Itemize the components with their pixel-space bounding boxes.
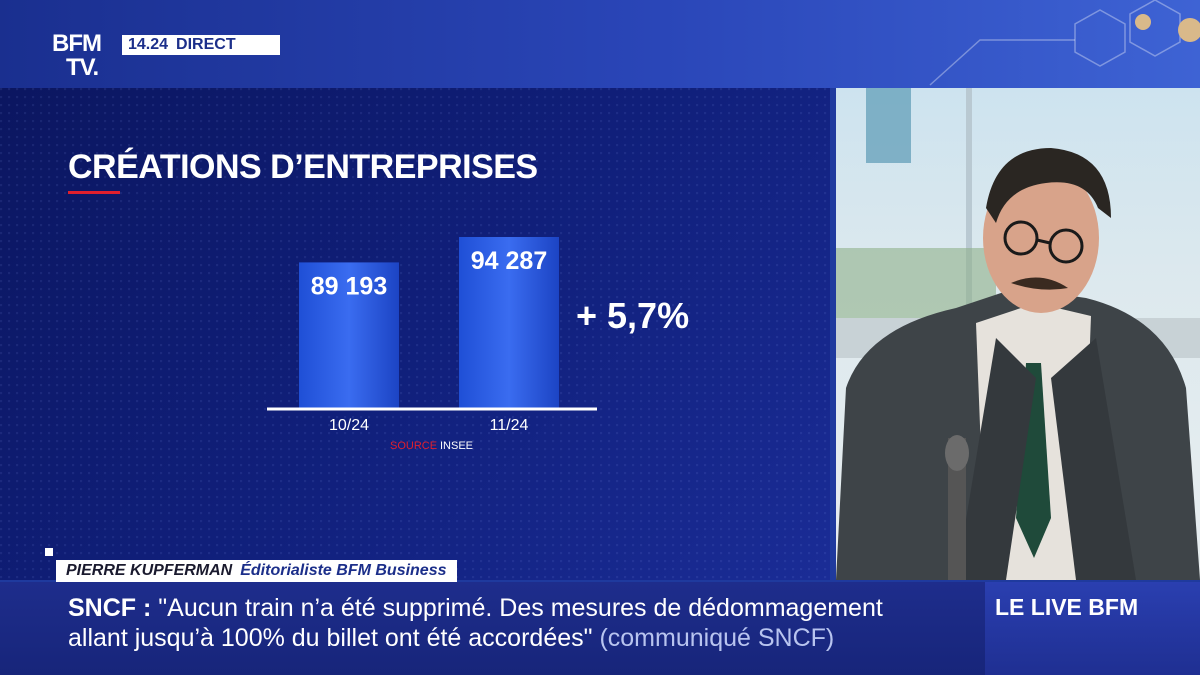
presenter-video <box>836 88 1200 580</box>
hexagon-decoration-icon <box>929 0 1200 86</box>
lower-third: PIERRE KUPFERMAN Éditorialiste BFM Busin… <box>56 560 457 582</box>
guest-name: PIERRE KUPFERMAN <box>66 562 233 579</box>
bar-value-label: 89 193 <box>311 272 387 300</box>
category-label: 10/24 <box>329 417 369 434</box>
clock-time: 14.24 <box>128 36 169 53</box>
ticker-credit: (communiqué SNCF) <box>599 624 835 652</box>
source-name: INSEE <box>440 440 473 452</box>
ticker-label: SNCF : <box>68 594 152 622</box>
bar-chart: 89 193 10/24 94 287 11/24 + 5,7% SOURCE INSEE <box>267 237 689 452</box>
name-accent <box>45 548 53 556</box>
ticker-line-1: SNCF : "Aucun train n’a été supprimé. De… <box>68 594 883 623</box>
news-ticker: SNCF : "Aucun train n’a été supprimé. De… <box>0 582 985 675</box>
guest-role: Éditorialiste BFM Business <box>240 562 447 579</box>
chart-title: CRÉATIONS D’ENTREPRISES <box>68 148 538 186</box>
bfmtv-logo: BFM TV. <box>52 32 116 84</box>
bar-value-label: 94 287 <box>471 247 547 275</box>
presenter-image <box>836 88 1200 580</box>
ticker-line-2: allant jusqu’à 100% du billet ont été ac… <box>68 624 834 653</box>
chart-graphic: CRÉATIONS D’ENTREPRISES 89 193 10/24 94 28… <box>0 88 830 580</box>
logo-line1: BFM <box>52 30 102 57</box>
source-label: SOURCE <box>390 440 437 452</box>
live-bfm-box: LE LIVE BFM <box>985 582 1200 675</box>
ticker-text-2: allant jusqu’à 100% du billet ont été ac… <box>68 624 593 652</box>
change-annotation: + 5,7% <box>576 295 689 336</box>
bar-10-24 <box>299 262 399 408</box>
live-bfm-label: LE LIVE BFM <box>995 594 1139 620</box>
bar-11-24 <box>459 237 559 408</box>
title-underline <box>68 191 120 194</box>
logo-line2: TV. <box>66 54 99 81</box>
category-label: 11/24 <box>490 417 529 434</box>
direct-label: DIRECT <box>176 36 236 53</box>
ticker-text-1: "Aucun train n’a été supprimé. Des mesur… <box>158 594 883 622</box>
live-time-badge: 14.24 DIRECT <box>122 35 280 55</box>
